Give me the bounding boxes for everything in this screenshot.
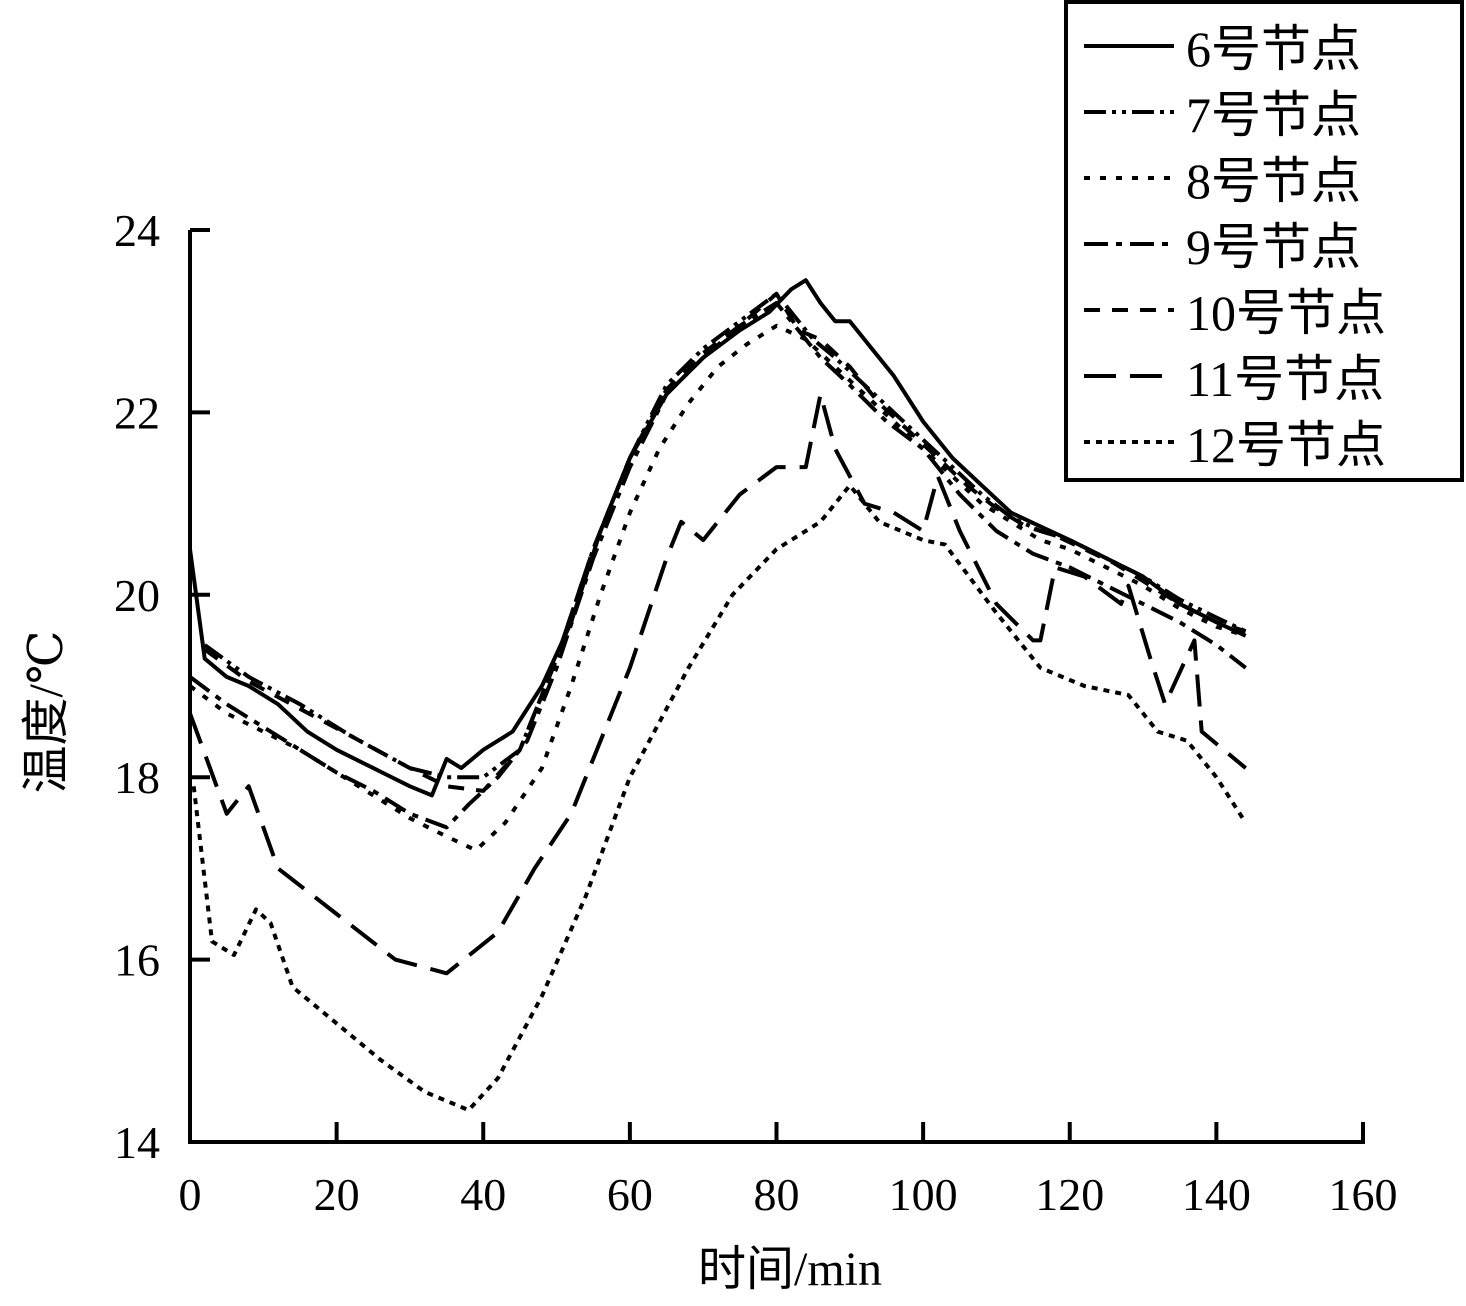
x-tick-label: 40: [460, 1169, 506, 1220]
x-tick-label: 140: [1182, 1169, 1251, 1220]
y-tick-label: 14: [114, 1117, 160, 1168]
legend-label: 8号节点: [1186, 153, 1361, 209]
y-axis-label: 温度/℃: [20, 630, 73, 793]
legend-label: 7号节点: [1186, 87, 1361, 143]
legend-label: 12号节点: [1186, 417, 1386, 473]
x-tick-label: 100: [889, 1169, 958, 1220]
x-tick-label: 0: [179, 1169, 202, 1220]
legend-label: 11号节点: [1186, 351, 1384, 407]
y-tick-label: 20: [114, 570, 160, 621]
y-tick-label: 16: [114, 935, 160, 986]
x-tick-label: 20: [314, 1169, 360, 1220]
legend-label: 9号节点: [1186, 219, 1361, 275]
x-tick-label: 120: [1035, 1169, 1104, 1220]
x-tick-label: 80: [754, 1169, 800, 1220]
legend-label: 10号节点: [1186, 285, 1386, 341]
y-tick-label: 24: [114, 205, 160, 256]
x-tick-label: 160: [1329, 1169, 1398, 1220]
legend: 6号节点 7号节点 8号节点 9号节点 10号节点 11号节点 12号节点: [1064, 0, 1464, 482]
series-line-11-node: [188, 392, 1247, 976]
series-line-7-node: [203, 291, 1247, 780]
series-line-8-node: [188, 323, 1247, 853]
series-group: [188, 278, 1248, 1113]
legend-box: [1064, 0, 1464, 482]
series-line-12-node: [191, 483, 1248, 1113]
y-tick-label: 22: [114, 387, 160, 438]
y-tick-label: 18: [114, 752, 160, 803]
axes: 0 20 40 60 80 100 120 140 160 14 16 18 20 22 24: [114, 205, 1398, 1220]
legend-label: 6号节点: [1186, 21, 1361, 77]
x-axis-label: 时间/min: [698, 1243, 882, 1296]
x-tick-label: 60: [607, 1169, 653, 1220]
